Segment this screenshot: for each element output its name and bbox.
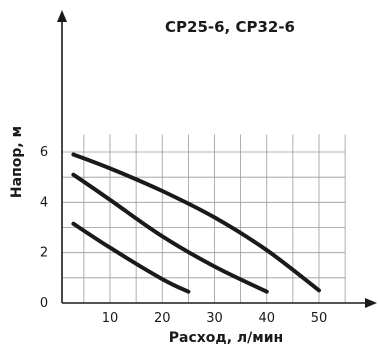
pump-curve-2	[71, 172, 269, 294]
x-axis-arrow	[365, 298, 377, 308]
y-tick-label: 0	[40, 296, 48, 311]
x-tick-label: 50	[311, 311, 328, 326]
x-tick-label: 30	[206, 311, 223, 326]
x-tick-label: 20	[154, 311, 171, 326]
x-tick-label: 10	[102, 311, 119, 326]
tick-labels: 10 20 30 40 50 0 2 4 6	[40, 145, 327, 326]
y-axis-arrow	[57, 10, 67, 22]
y-axis-label: Напор, м	[9, 126, 25, 198]
axes	[57, 10, 377, 308]
y-tick-label: 2	[40, 246, 48, 261]
y-tick-label: 6	[40, 145, 48, 160]
x-tick-label: 40	[258, 311, 275, 326]
y-tick-label: 4	[40, 195, 48, 210]
pump-curve-3	[71, 221, 191, 294]
x-axis-label: Расход, л/мин	[169, 330, 283, 346]
pump-curve-1	[71, 152, 321, 293]
series	[71, 152, 321, 294]
chart-title: CP25-6, CP32-6	[165, 18, 295, 36]
